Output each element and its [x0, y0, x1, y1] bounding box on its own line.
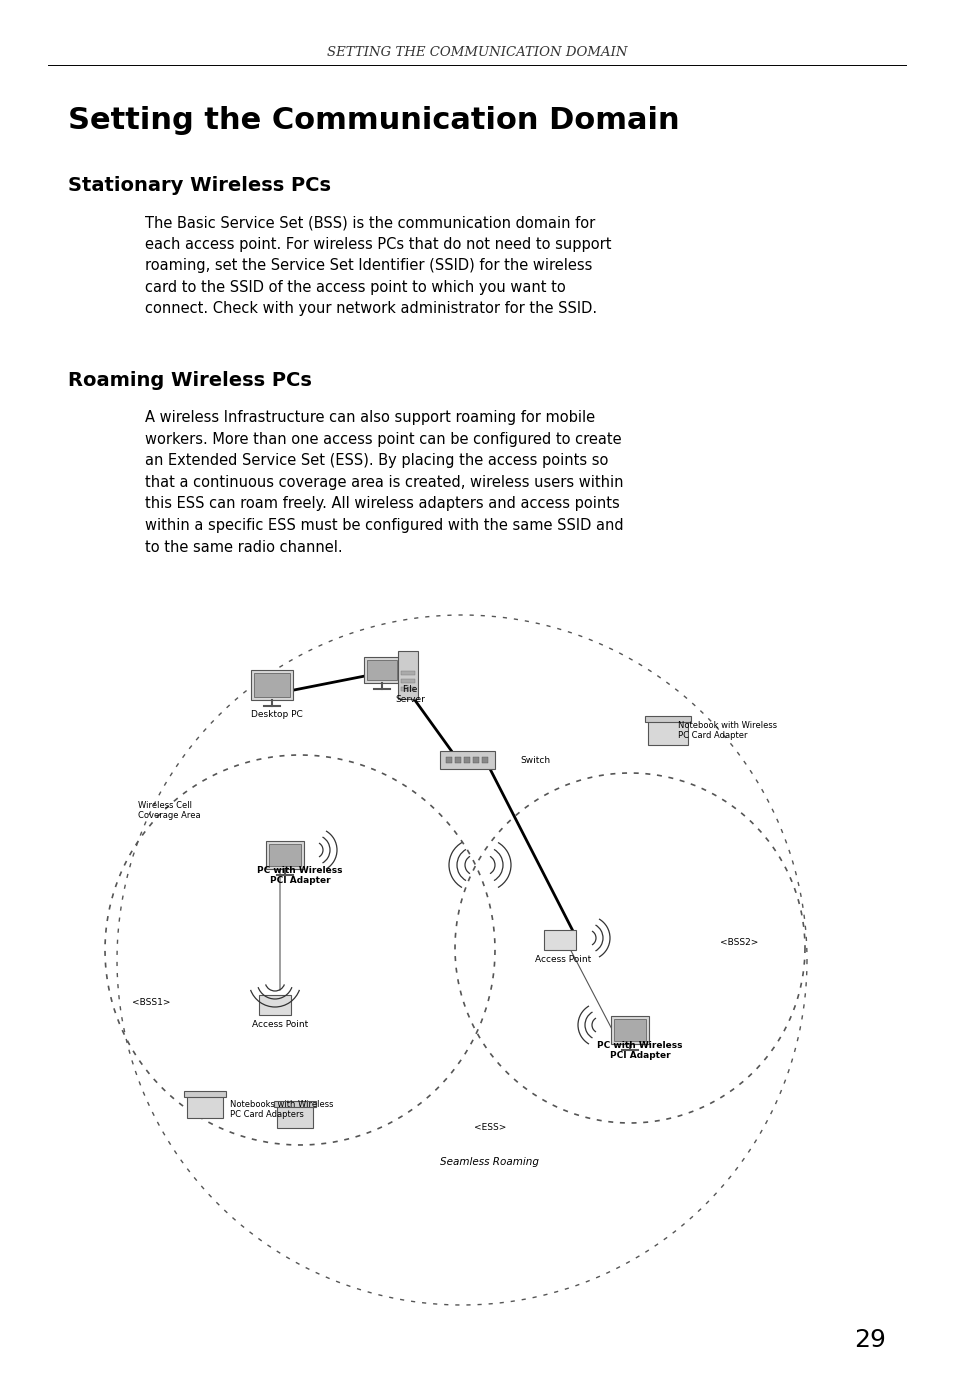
FancyBboxPatch shape: [187, 1095, 223, 1117]
FancyBboxPatch shape: [363, 657, 399, 683]
FancyBboxPatch shape: [269, 844, 301, 866]
Text: The Basic Service Set (BSS) is the communication domain for
each access point. F: The Basic Service Set (BSS) is the commu…: [145, 215, 611, 316]
FancyBboxPatch shape: [184, 1091, 226, 1097]
Text: <BSS1>: <BSS1>: [132, 998, 171, 1008]
Text: Desktop PC: Desktop PC: [251, 711, 302, 719]
FancyBboxPatch shape: [543, 930, 576, 949]
Text: Stationary Wireless PCs: Stationary Wireless PCs: [68, 175, 331, 194]
FancyBboxPatch shape: [397, 651, 418, 698]
Text: Roaming Wireless PCs: Roaming Wireless PCs: [68, 371, 312, 390]
FancyBboxPatch shape: [276, 1105, 313, 1127]
FancyBboxPatch shape: [644, 716, 690, 722]
Text: Switch: Switch: [519, 756, 550, 765]
Text: 29: 29: [853, 1328, 885, 1352]
FancyBboxPatch shape: [367, 659, 396, 680]
FancyBboxPatch shape: [400, 687, 415, 691]
FancyBboxPatch shape: [473, 756, 479, 763]
FancyBboxPatch shape: [464, 756, 470, 763]
FancyBboxPatch shape: [251, 669, 293, 701]
FancyBboxPatch shape: [266, 841, 304, 869]
FancyBboxPatch shape: [610, 1016, 648, 1044]
FancyBboxPatch shape: [482, 756, 488, 763]
FancyBboxPatch shape: [647, 720, 687, 745]
FancyBboxPatch shape: [400, 670, 415, 675]
FancyBboxPatch shape: [455, 756, 461, 763]
FancyBboxPatch shape: [440, 751, 495, 769]
Text: <BSS2>: <BSS2>: [720, 938, 758, 947]
Text: Notebooks with Wireless
PC Card Adapters: Notebooks with Wireless PC Card Adapters: [230, 1099, 334, 1119]
Text: <ESS>: <ESS>: [474, 1123, 506, 1133]
FancyBboxPatch shape: [253, 673, 290, 697]
Text: Access Point: Access Point: [535, 955, 591, 965]
FancyBboxPatch shape: [400, 679, 415, 683]
Text: SETTING THE COMMUNICATION DOMAIN: SETTING THE COMMUNICATION DOMAIN: [327, 46, 626, 58]
FancyBboxPatch shape: [274, 1101, 315, 1108]
FancyBboxPatch shape: [446, 756, 452, 763]
Text: PC with Wireless
PCI Adapter: PC with Wireless PCI Adapter: [597, 1041, 682, 1060]
Text: A wireless Infrastructure can also support roaming for mobile
workers. More than: A wireless Infrastructure can also suppo…: [145, 409, 623, 555]
FancyBboxPatch shape: [614, 1019, 645, 1041]
FancyBboxPatch shape: [258, 995, 291, 1015]
Text: Setting the Communication Domain: Setting the Communication Domain: [68, 105, 679, 135]
Text: PC with Wireless
PCI Adapter: PC with Wireless PCI Adapter: [257, 866, 342, 886]
Text: Seamless Roaming: Seamless Roaming: [440, 1158, 539, 1167]
Text: Notebook with Wireless
PC Card Adapter: Notebook with Wireless PC Card Adapter: [678, 720, 777, 740]
Text: Wireless Cell
Coverage Area: Wireless Cell Coverage Area: [138, 801, 200, 820]
Text: Access Point: Access Point: [252, 1020, 308, 1029]
Text: File
Server: File Server: [395, 684, 424, 704]
